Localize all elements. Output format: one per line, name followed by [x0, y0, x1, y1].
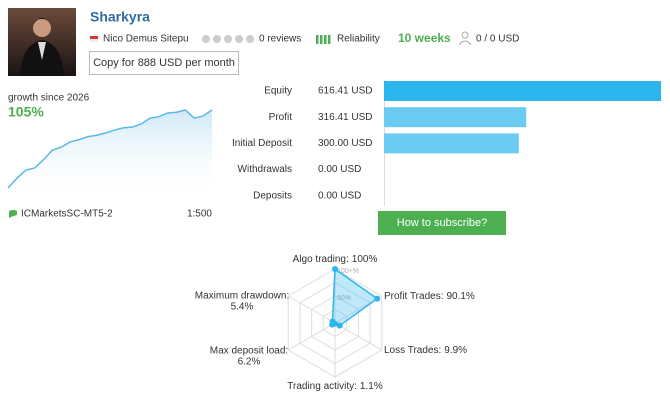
stars	[202, 35, 254, 43]
axis-label: Profit Trades: 90.1%	[384, 291, 475, 302]
row-value: 316.41 USD	[318, 112, 372, 123]
row-label: Equity	[264, 86, 292, 97]
radar-point	[336, 322, 343, 329]
axis-label: Algo trading: 100%	[293, 254, 378, 265]
row-label: Deposits	[253, 190, 292, 201]
ring-label: 100+%	[337, 268, 359, 275]
radar-spoke	[287, 322, 336, 351]
axis-value: 1.1%	[360, 381, 383, 392]
axis-value: 6.2%	[238, 357, 261, 368]
leverage: 1:500	[187, 209, 212, 220]
growth-area	[8, 110, 212, 200]
axis-label: Trading activity: 1.1%	[287, 381, 383, 392]
broker[interactable]: ICMarketsSC-MT5-2	[21, 209, 113, 220]
row-value: 300.00 USD	[318, 138, 372, 149]
axis-value: 100%	[352, 254, 378, 265]
subscribers-icon	[458, 31, 472, 46]
subscribe-button[interactable]	[378, 211, 506, 235]
radar-point	[332, 266, 338, 272]
row-value: 0.00 USD	[318, 190, 361, 201]
radar-spoke	[334, 322, 383, 351]
row-label: Profit	[269, 112, 293, 123]
radar-chart: 100+%50%Algo trading:100%Profit Trades:9…	[195, 254, 475, 392]
bar	[384, 81, 661, 101]
axis-value: 9.9%	[444, 345, 467, 356]
axis-name: Loss Trades:	[384, 345, 441, 356]
copy-button-label[interactable]: Copy for 888 USD per month	[93, 57, 235, 69]
row-label: Initial Deposit	[232, 138, 292, 149]
account-bars: Equity 616.41 USD Profit 316.41 USD Initial …	[232, 81, 661, 201]
author[interactable]: Nico Demus Sitepu	[103, 34, 189, 45]
axis-name: Trading activity:	[287, 381, 357, 392]
bar	[384, 107, 527, 128]
reliability: Reliability	[337, 34, 380, 45]
reviews[interactable]: 0 reviews	[259, 34, 301, 45]
growth-chart	[7, 109, 213, 200]
growth-label: growth since 2026	[8, 93, 90, 104]
axis-name: Max deposit load:	[210, 346, 288, 357]
axis-name: Algo trading:	[293, 254, 349, 265]
flag	[90, 39, 98, 42]
reliability-icon	[316, 35, 331, 44]
growth-line	[7, 109, 213, 189]
axis-value: 90.1%	[446, 291, 474, 302]
ring-label: 50%	[337, 295, 351, 302]
radar-spoke	[287, 295, 336, 324]
avatar	[8, 8, 76, 76]
subscribe-button-label[interactable]: How to subscribe?	[397, 217, 488, 229]
weeks: 10 weeks	[398, 31, 451, 45]
shield-icon	[9, 210, 17, 218]
copy-button[interactable]	[89, 51, 239, 75]
row-value: 0.00 USD	[318, 164, 361, 175]
radar-point	[374, 295, 381, 302]
axis-label: Loss Trades: 9.9%	[384, 345, 467, 356]
growth-value: 105%	[8, 104, 44, 120]
axis-value: 5.4%	[231, 302, 254, 313]
axis-name: Maximum drawdown:	[195, 291, 289, 302]
row-label: Withdrawals	[238, 164, 292, 175]
row-value: 616.41 USD	[318, 86, 372, 97]
subscribers: 0 / 0 USD	[476, 34, 519, 45]
bar	[384, 133, 519, 154]
flag	[90, 36, 98, 39]
axis-name: Profit Trades:	[384, 291, 443, 302]
radar-point	[329, 318, 336, 325]
signal-name[interactable]: Sharkyra	[90, 9, 150, 25]
